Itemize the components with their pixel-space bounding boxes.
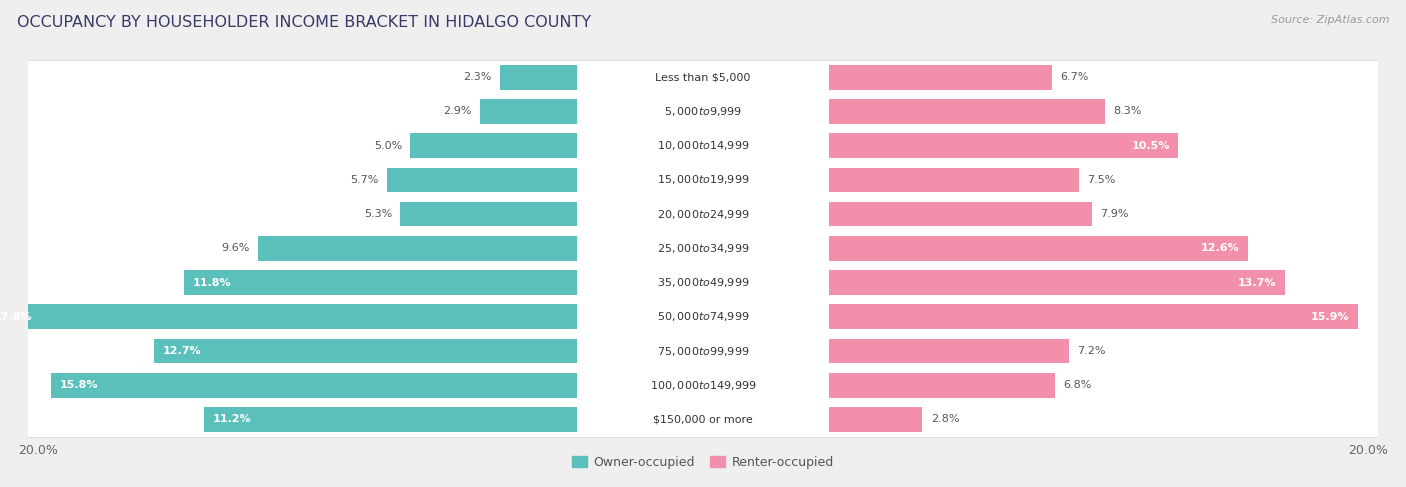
Bar	[204, 407, 576, 432]
Text: $10,000 to $14,999: $10,000 to $14,999	[657, 139, 749, 152]
Text: 5.7%: 5.7%	[350, 175, 378, 185]
FancyBboxPatch shape	[21, 402, 1385, 436]
FancyBboxPatch shape	[21, 368, 1385, 402]
FancyBboxPatch shape	[21, 197, 1385, 231]
Bar	[830, 236, 1249, 261]
Text: 6.7%: 6.7%	[1060, 72, 1088, 82]
Text: Less than $5,000: Less than $5,000	[655, 72, 751, 82]
Text: 15.9%: 15.9%	[1310, 312, 1350, 322]
Bar	[411, 133, 576, 158]
Text: $25,000 to $34,999: $25,000 to $34,999	[657, 242, 749, 255]
Bar	[52, 373, 576, 397]
Text: 13.7%: 13.7%	[1237, 278, 1277, 288]
Bar	[830, 202, 1092, 226]
Bar	[830, 133, 1178, 158]
Text: $75,000 to $99,999: $75,000 to $99,999	[657, 344, 749, 357]
Bar	[830, 407, 922, 432]
Bar	[830, 339, 1069, 363]
Text: 12.7%: 12.7%	[163, 346, 201, 356]
Text: 5.3%: 5.3%	[364, 209, 392, 219]
Bar	[0, 304, 576, 329]
Bar	[830, 65, 1052, 90]
Bar	[481, 99, 576, 124]
Text: $50,000 to $74,999: $50,000 to $74,999	[657, 310, 749, 323]
Text: 17.8%: 17.8%	[0, 312, 32, 322]
Text: 5.0%: 5.0%	[374, 141, 402, 150]
Text: $15,000 to $19,999: $15,000 to $19,999	[657, 173, 749, 187]
Text: 2.9%: 2.9%	[443, 107, 472, 116]
FancyBboxPatch shape	[21, 300, 1385, 334]
Text: $20,000 to $24,999: $20,000 to $24,999	[657, 207, 749, 221]
FancyBboxPatch shape	[21, 231, 1385, 265]
Bar	[401, 202, 576, 226]
Text: 11.2%: 11.2%	[212, 414, 252, 425]
FancyBboxPatch shape	[21, 163, 1385, 197]
Text: 8.3%: 8.3%	[1114, 107, 1142, 116]
Text: Source: ZipAtlas.com: Source: ZipAtlas.com	[1271, 15, 1389, 25]
Text: $150,000 or more: $150,000 or more	[654, 414, 752, 425]
Text: 11.8%: 11.8%	[193, 278, 232, 288]
Bar	[830, 270, 1285, 295]
Text: $100,000 to $149,999: $100,000 to $149,999	[650, 379, 756, 392]
Bar	[257, 236, 576, 261]
Bar	[387, 168, 576, 192]
Text: 7.9%: 7.9%	[1101, 209, 1129, 219]
Text: 10.5%: 10.5%	[1132, 141, 1170, 150]
Text: $5,000 to $9,999: $5,000 to $9,999	[664, 105, 742, 118]
Bar	[501, 65, 576, 90]
Text: 15.8%: 15.8%	[59, 380, 98, 390]
Text: 12.6%: 12.6%	[1201, 244, 1240, 253]
FancyBboxPatch shape	[21, 334, 1385, 368]
Text: 2.8%: 2.8%	[931, 414, 959, 425]
FancyBboxPatch shape	[21, 60, 1385, 94]
Text: 7.2%: 7.2%	[1077, 346, 1105, 356]
Text: 2.3%: 2.3%	[464, 72, 492, 82]
Bar	[830, 373, 1056, 397]
Text: 9.6%: 9.6%	[221, 244, 249, 253]
FancyBboxPatch shape	[21, 265, 1385, 300]
Bar	[830, 304, 1358, 329]
Text: 6.8%: 6.8%	[1064, 380, 1092, 390]
Text: OCCUPANCY BY HOUSEHOLDER INCOME BRACKET IN HIDALGO COUNTY: OCCUPANCY BY HOUSEHOLDER INCOME BRACKET …	[17, 15, 591, 30]
FancyBboxPatch shape	[21, 129, 1385, 163]
Bar	[184, 270, 576, 295]
Text: 7.5%: 7.5%	[1087, 175, 1115, 185]
Legend: Owner-occupied, Renter-occupied: Owner-occupied, Renter-occupied	[568, 451, 838, 474]
Text: $35,000 to $49,999: $35,000 to $49,999	[657, 276, 749, 289]
Bar	[155, 339, 576, 363]
Bar	[830, 168, 1078, 192]
Bar	[830, 99, 1105, 124]
FancyBboxPatch shape	[21, 94, 1385, 129]
